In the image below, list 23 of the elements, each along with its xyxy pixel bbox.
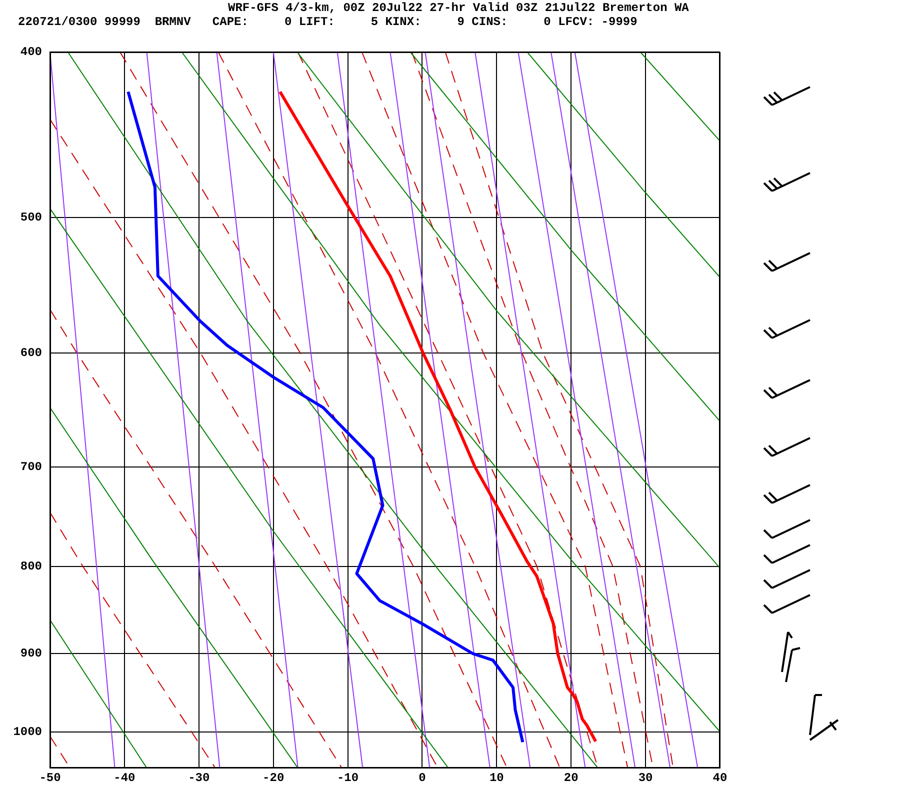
y-tick-label: 700 — [20, 460, 42, 474]
line-series — [50, 309, 342, 768]
line-series — [444, 52, 674, 768]
line-series — [218, 52, 560, 768]
y-tick-label: 400 — [20, 45, 42, 60]
x-tick-label: -20 — [262, 771, 284, 786]
x-tick-label: 30 — [638, 771, 653, 786]
x-tick-label: 20 — [564, 771, 578, 786]
y-tick-label: 600 — [20, 346, 42, 360]
chart-title: WRF-GFS 4/3-km, 00Z 20Jul22 27-hr Valid 03Z 21Jul22 Bremerton WA — [228, 1, 689, 15]
x-tick-label: -40 — [114, 771, 136, 786]
x-tick-label: 10 — [489, 771, 504, 786]
line-series — [361, 52, 628, 768]
x-tick-label: 40 — [712, 771, 728, 786]
y-tick-label: 500 — [20, 210, 42, 225]
x-tick-label: -30 — [188, 771, 210, 786]
x-tick-label: 0 — [418, 771, 426, 786]
chart-subtitle: 220721/0300 99999 BRMNV CAPE: 0 LIFT: 5 KINX: 9 CINS: 0 LFCV: -9999 — [18, 15, 638, 29]
y-tick-label: 1000 — [13, 724, 42, 739]
x-tick-label: -10 — [336, 771, 359, 786]
y-tick-label: 900 — [20, 646, 42, 661]
y-tick-label: 800 — [20, 559, 42, 574]
x-tick-label: -50 — [39, 771, 61, 786]
